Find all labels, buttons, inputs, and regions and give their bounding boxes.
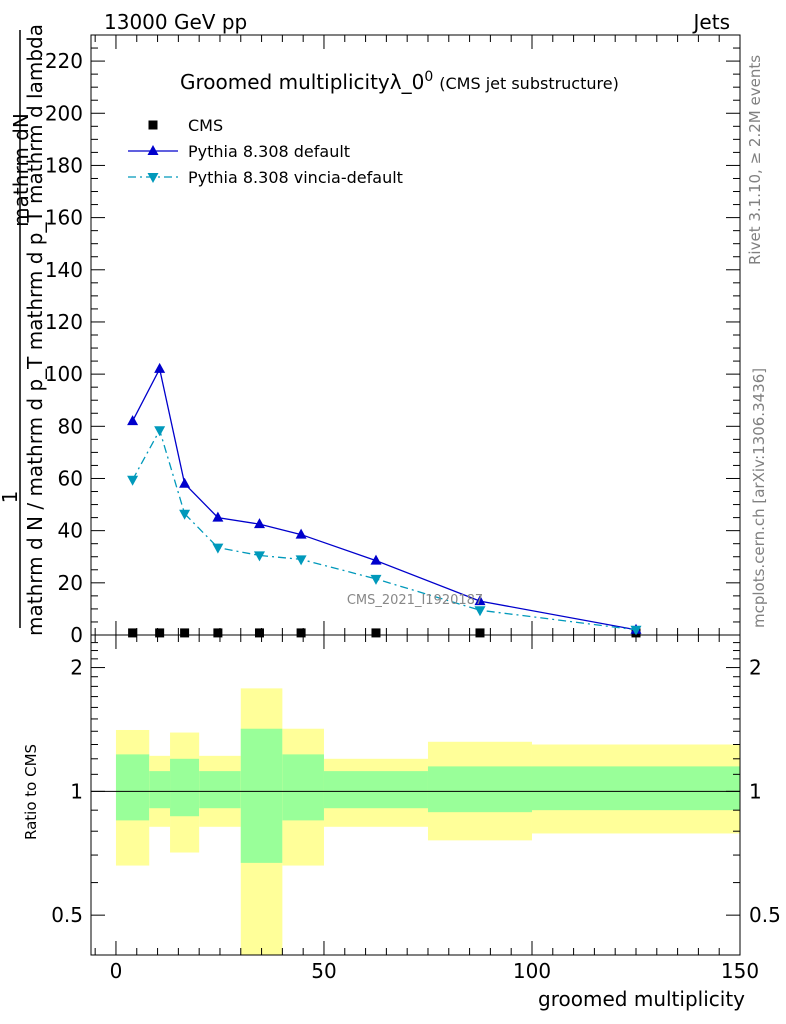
- mcplots-label: mcplots.cern.ch [arXiv:1306.3436]: [750, 368, 768, 628]
- legend-entry: Pythia 8.308 vincia-default: [128, 168, 403, 187]
- data-point: [253, 518, 265, 529]
- legend-marker: [147, 145, 159, 155]
- data-point: [154, 426, 166, 437]
- main-y-axis: 0 20 40 60 80 100 120 140 160 180 200 220: [45, 34, 741, 647]
- plot-title-subtitle: (CMS jet substructure): [439, 74, 619, 93]
- ratio-inner-band: [170, 758, 200, 817]
- ratio-inner-band: [149, 771, 171, 809]
- y-tick-label: 0: [70, 623, 83, 647]
- ratio-inner-band: [323, 771, 428, 809]
- y-tick-label: 160: [45, 206, 83, 230]
- ratio-tick-label-left: 0.5: [51, 903, 83, 927]
- ratio-inner-band: [531, 766, 740, 811]
- data-point: [179, 477, 191, 488]
- data-point: [296, 628, 306, 638]
- ratio-tick-label-right: 2: [749, 656, 762, 680]
- ratio-tick-label-left: 2: [70, 656, 83, 680]
- header-jets: Jets: [692, 10, 730, 34]
- ratio-bands: [115, 688, 740, 955]
- y-axis-label-prefactor: 1: [0, 491, 22, 504]
- ratio-tick-label-right: 1: [749, 779, 762, 803]
- y-tick-label: 200: [45, 101, 83, 125]
- series-layer: [127, 362, 642, 638]
- legend-label: Pythia 8.308 vincia-default: [188, 168, 403, 187]
- ratio-y-axis-label: Ratio to CMS: [22, 744, 40, 840]
- data-point: [128, 628, 138, 638]
- y-tick-label: 100: [45, 362, 83, 386]
- plot-title-superscript: 0: [424, 69, 433, 85]
- legend-entry: Pythia 8.308 default: [128, 142, 350, 161]
- x-tick-label: 0: [110, 959, 123, 983]
- data-point: [127, 415, 139, 426]
- ratio-y-axis: 0.5 0.5 1 1 2 2: [51, 642, 781, 927]
- ratio-inner-band: [282, 754, 324, 821]
- data-point: [212, 543, 224, 554]
- data-point: [474, 595, 486, 606]
- y-tick-label: 120: [45, 310, 83, 334]
- series-line: [132, 428, 637, 631]
- y-tick-label: 140: [45, 258, 83, 282]
- x-tick-label: 150: [721, 959, 759, 983]
- data-point: [127, 475, 139, 486]
- legend-label: CMS: [188, 116, 223, 135]
- ratio-tick-label-right: 0.5: [749, 903, 781, 927]
- analysis-watermark: CMS_2021_I1920187: [347, 593, 483, 608]
- series-0: [128, 628, 641, 638]
- ratio-panel: 0.5 0.5 1 1 2 2 0 50 100 150: [51, 634, 781, 983]
- y-tick-label: 40: [58, 519, 83, 543]
- legend-marker: [147, 173, 159, 183]
- data-point: [630, 625, 642, 636]
- x-tick-label: 50: [311, 959, 336, 983]
- data-point: [295, 555, 307, 566]
- legend-marker: [148, 120, 158, 130]
- data-point: [370, 554, 382, 565]
- data-point: [154, 362, 166, 373]
- y-axis-label-denominator: mathrm d N / mathrm d p_T mathrm d p_T m…: [23, 24, 47, 636]
- x-tick-label: 100: [513, 959, 551, 983]
- rivet-version-label: Rivet 3.1.10, ≥ 2.2M events: [746, 55, 764, 265]
- ratio-tick-label-left: 1: [70, 779, 83, 803]
- legend: CMS Pythia 8.308 default Pythia 8.308 vinc…: [128, 116, 403, 187]
- series-2: [127, 426, 642, 636]
- plot-title-main-text: Groomed multiplicityλ_0: [180, 70, 424, 94]
- data-point: [254, 628, 264, 638]
- series-1: [127, 362, 642, 634]
- plot-title-main: Groomed multiplicityλ_00 (CMS jet substru…: [180, 69, 619, 94]
- data-point: [155, 628, 165, 638]
- y-tick-label: 60: [58, 466, 83, 490]
- legend-entry: CMS: [148, 116, 223, 135]
- plot-title: Groomed multiplicityλ_00 (CMS jet substru…: [180, 69, 619, 94]
- y-axis-label-numerator: mathrm dN: [9, 113, 33, 227]
- legend-label: Pythia 8.308 default: [188, 142, 350, 161]
- data-point: [370, 574, 382, 585]
- y-axis-label: 1 mathrm d N / mathrm d p_T mathrm d p_T…: [0, 24, 47, 636]
- ratio-inner-band: [240, 728, 283, 863]
- x-axis: 0 50 100 150: [94, 635, 759, 983]
- ratio-inner-band: [427, 766, 532, 813]
- data-point: [475, 628, 485, 638]
- y-tick-label: 180: [45, 153, 83, 177]
- y-tick-label: 220: [45, 49, 83, 73]
- data-point: [180, 628, 190, 638]
- data-point: [179, 509, 191, 520]
- ratio-panel-frame: [90, 634, 741, 956]
- data-point: [474, 606, 486, 617]
- ratio-inner-band: [115, 754, 150, 821]
- y-tick-label: 20: [58, 571, 83, 595]
- data-point: [253, 551, 265, 562]
- ratio-inner-band: [199, 771, 241, 809]
- x-axis-label: groomed multiplicity: [538, 987, 745, 1011]
- data-point: [295, 528, 307, 539]
- header-process: 13000 GeV pp: [104, 10, 247, 34]
- data-point: [371, 628, 381, 638]
- data-point: [212, 511, 224, 522]
- y-tick-label: 80: [58, 414, 83, 438]
- data-point: [213, 628, 223, 638]
- series-line: [132, 367, 637, 631]
